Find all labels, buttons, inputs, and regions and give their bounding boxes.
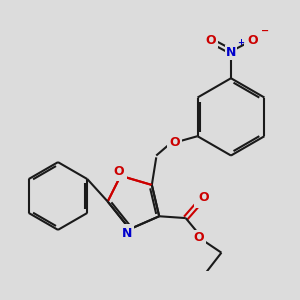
Text: O: O	[193, 231, 204, 244]
FancyBboxPatch shape	[118, 224, 134, 238]
Text: N: N	[122, 227, 132, 240]
FancyBboxPatch shape	[203, 33, 218, 48]
Text: O: O	[113, 165, 124, 178]
FancyBboxPatch shape	[111, 167, 127, 181]
Text: O: O	[199, 191, 209, 204]
Text: −: −	[261, 26, 269, 36]
FancyBboxPatch shape	[191, 230, 206, 244]
Text: O: O	[206, 34, 216, 47]
Text: O: O	[169, 136, 180, 149]
Text: +: +	[238, 38, 244, 47]
FancyBboxPatch shape	[194, 193, 208, 208]
FancyBboxPatch shape	[244, 33, 262, 48]
FancyBboxPatch shape	[167, 136, 182, 150]
Text: O: O	[248, 34, 258, 47]
Text: N: N	[226, 46, 236, 59]
